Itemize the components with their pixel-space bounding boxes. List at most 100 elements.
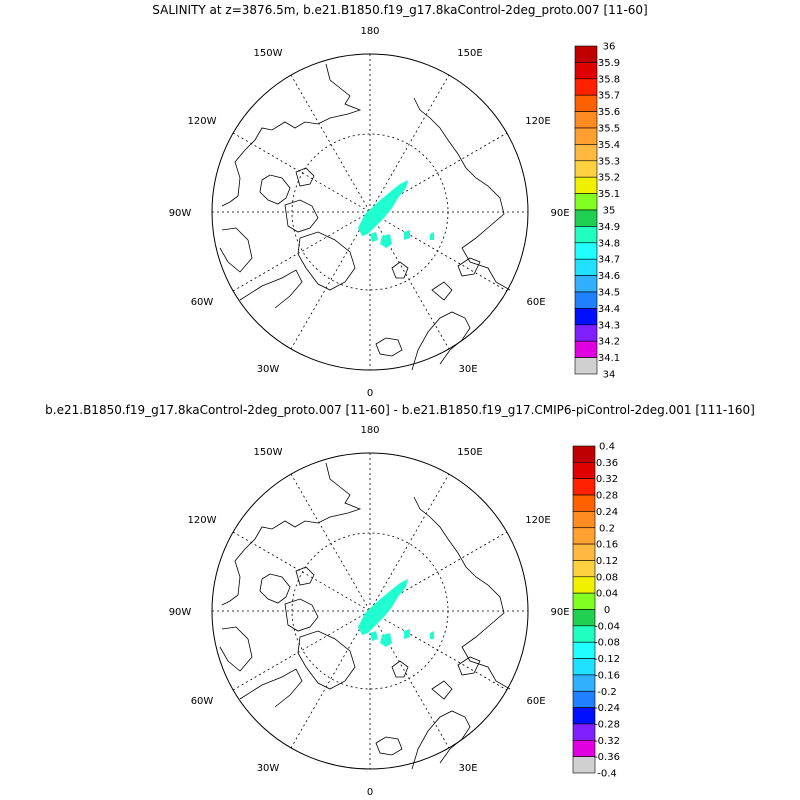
panel-2-colorbar-box: [572, 592, 596, 610]
panel-2-colorbar-box: [572, 576, 596, 594]
panel-1-colorbar-tick: 34.2: [598, 337, 620, 348]
panel-1-colorbar-tick: 35.6: [598, 107, 620, 118]
panel-1-coast-russia: [413, 97, 511, 291]
panel-2-colorbar-box: [572, 511, 596, 529]
panel-1-colorbar-box: [574, 127, 598, 145]
panel-1-colorbar-tick: 35.5: [598, 124, 620, 135]
panel-1-colorbar-box: [574, 340, 598, 358]
panel-1-colorbar-box: [574, 275, 598, 293]
panel-2-lon-180: 180: [360, 425, 379, 436]
panel-1-colorbar-box: [574, 226, 598, 244]
panel-1-colorbar-tick: 34.5: [598, 288, 620, 299]
panel-1: SALINITY at z=3876.5m, b.e21.B1850.f19_g…: [152, 3, 647, 399]
panel-2-colorbar-tick: -0.08: [594, 638, 620, 649]
panel-2-colorbar-tick: 0.28: [596, 491, 618, 502]
panel-2-colorbar-box: [572, 494, 596, 512]
panel-1-colorbar-tick: 35.3: [598, 156, 620, 167]
panel-2-coast-archipelago-2: [284, 598, 319, 632]
panel-2-difference-field: [358, 579, 434, 647]
panel-1-colorbar-tick: 35.7: [598, 91, 620, 102]
panel-2-colorbar-tick: 0: [604, 605, 610, 616]
panel-2-lon-60e: 60E: [526, 696, 545, 707]
panel-2-coast-svalbard: [391, 660, 409, 678]
panel-2-colorbar-box: [572, 723, 596, 741]
panel-1-colorbar-tick: 34: [603, 370, 616, 381]
panel-2-coast-north-america: [221, 462, 362, 606]
panel-1-colorbar-tick: 36: [603, 42, 616, 53]
panel-1-lon-150w: 150W: [254, 48, 283, 59]
panel-1-colorbar-box: [574, 62, 598, 80]
panel-1-lon-60w: 60W: [191, 297, 214, 308]
panel-2-colorbar-box: [572, 690, 596, 708]
panel-2-fill-ridge: [358, 579, 408, 635]
panel-2-graticule: [212, 453, 528, 769]
panel-1-coastlines: [219, 63, 511, 371]
panel-2-colorbar-tick: 0.08: [596, 572, 618, 583]
panel-2-colorbar-box: [572, 543, 596, 561]
panel-2-fill-patch-4: [430, 631, 434, 639]
panel-2-lon-90w: 90W: [169, 607, 192, 618]
panel-1-colorbar-box: [574, 209, 598, 227]
panel-2-colorbar-tick: 0.12: [596, 556, 618, 567]
panel-1-graticule: [212, 54, 528, 370]
panel-1-colorbar-tick: 35.1: [598, 189, 620, 200]
panel-2-colorbar-tick: -0.12: [594, 654, 620, 665]
panel-2-coast-novaya-zemlya: [431, 680, 453, 700]
panel-2-coast-archipelago-1: [259, 573, 291, 604]
panel-2-colorbar-tick: 0.16: [596, 540, 618, 551]
panel-2-colorbar-tick: -0.32: [594, 736, 620, 747]
panel-2-colorbar-box: [572, 478, 596, 496]
panel-1-colorbar-box: [574, 94, 598, 112]
panel-1-colorbar-box: [574, 45, 598, 63]
panel-2-lon-120e: 120E: [525, 515, 550, 526]
panel-1-coast-svalbard: [391, 261, 409, 279]
panel-2-colorbar-tick: -0.24: [594, 703, 620, 714]
panel-1-lon-0: 0: [367, 388, 373, 399]
panel-1-coast-iceland: [375, 337, 403, 357]
panel-1-fill-patch-2: [380, 234, 392, 248]
panel-2-lon-30e: 30E: [458, 763, 477, 774]
panel-1-coast-north-america: [221, 63, 362, 207]
panel-2-lon-0: 0: [367, 787, 373, 798]
panel-2-fill-patch-1: [370, 631, 378, 641]
panel-2-colorbar-box: [572, 609, 596, 627]
panel-2-colorbar-tick: 0.2: [599, 523, 615, 534]
panel-1-map: [211, 53, 529, 371]
panel-1-lon-30w: 30W: [257, 364, 280, 375]
panel-2: b.e21.B1850.f19_g17.8kaControl-2deg_prot…: [45, 403, 755, 798]
panel-1-colorbar-tick: 34.7: [598, 255, 620, 266]
panel-2-lon-30w: 30W: [257, 763, 280, 774]
panel-1-colorbar-box: [574, 357, 598, 375]
panel-2-coast-labrador: [239, 668, 303, 708]
panel-1-coast-archipelago-2: [284, 199, 319, 233]
panel-2-colorbar-tick: -0.36: [594, 752, 620, 763]
panel-2-lon-labels: 180 150E 120E 90E 60E 30E 0 30W 60W 90W …: [169, 425, 570, 798]
panel-2-colorbar-tick: -0.4: [597, 769, 617, 780]
panel-2-colorbar-tick: 0.36: [596, 458, 618, 469]
panel-1-colorbar-box: [574, 308, 598, 326]
panel-2-colorbar-box: [572, 445, 596, 463]
panel-2-lon-120w: 120W: [188, 515, 217, 526]
panel-2-colorbar-tick: -0.28: [594, 719, 620, 730]
panel-2-colorbar-tick: -0.04: [594, 621, 620, 632]
panel-2-colorbar-box: [572, 658, 596, 676]
panel-2-colorbar-tick: 0.32: [596, 474, 618, 485]
panel-1-colorbar-box: [574, 144, 598, 162]
panel-2-coastlines: [219, 462, 511, 770]
panel-1-lon-labels: 180 150E 120E 90E 60E 30E 0 30W 60W 90W …: [169, 26, 570, 399]
panel-1-colorbar-tick: 35.9: [598, 58, 620, 69]
panel-1-coast-archipelago-3: [295, 167, 315, 187]
panel-2-coast-taimyr: [457, 656, 481, 676]
panel-1-lon-90e: 90E: [550, 208, 569, 219]
panel-1-coast-novaya-zemlya: [431, 281, 453, 301]
panel-2-coast-scandinavia: [411, 710, 471, 770]
panel-1-coast-archipelago-1: [259, 174, 291, 205]
panel-2-colorbar-tick: 0.24: [596, 507, 618, 518]
panel-1-colorbar-box: [574, 176, 598, 194]
panel-2-colorbar-box: [572, 625, 596, 643]
panel-1-coast-hudson: [219, 227, 253, 273]
panel-2-colorbar-box: [572, 739, 596, 757]
panel-2-colorbar-box: [572, 707, 596, 725]
panel-1-colorbar-box: [574, 111, 598, 129]
